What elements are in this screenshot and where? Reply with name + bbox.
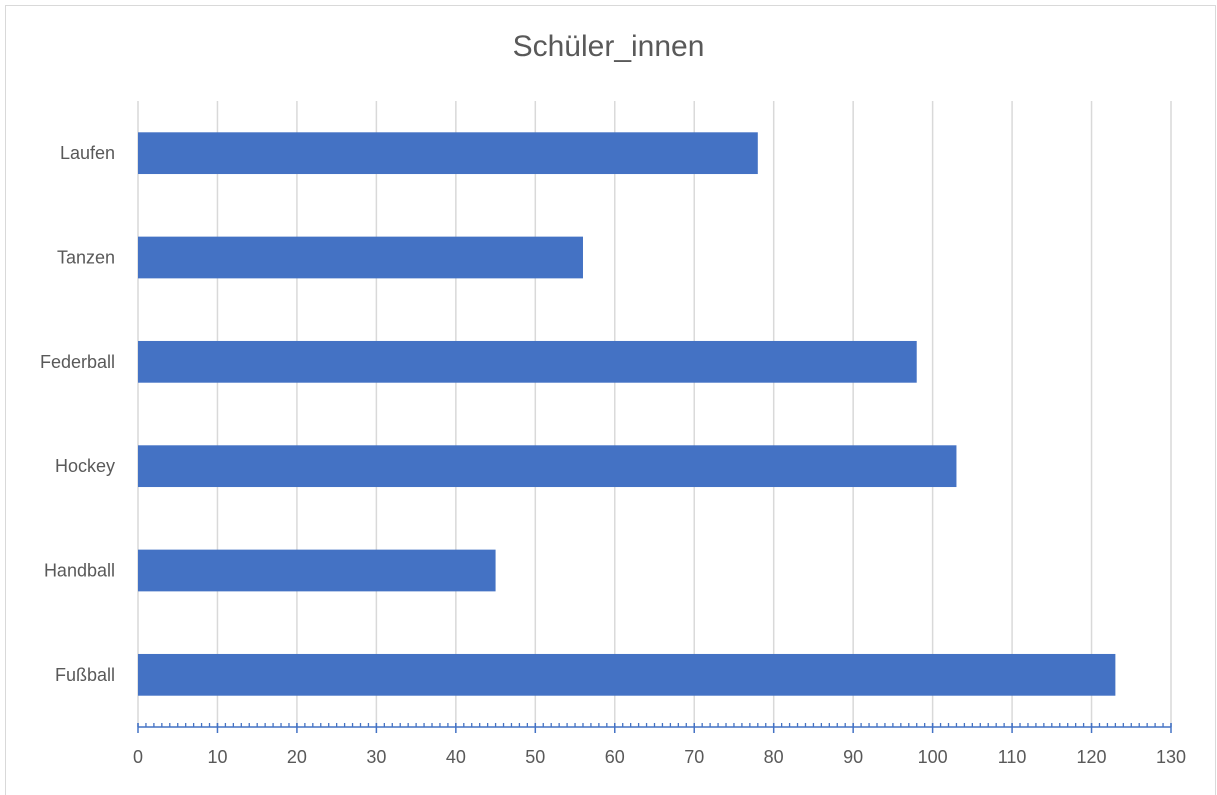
category-label: Tanzen <box>57 248 115 268</box>
x-tick-label: 90 <box>843 747 863 767</box>
x-tick-label: 40 <box>446 747 466 767</box>
bar-hockey <box>138 445 957 488</box>
gridlines <box>137 101 1172 727</box>
x-tick-label: 120 <box>1077 747 1107 767</box>
category-label: Federball <box>40 352 115 372</box>
x-tick-label: 60 <box>605 747 625 767</box>
x-tick-label: 0 <box>133 747 143 767</box>
category-label: Hockey <box>55 456 115 476</box>
x-tick-label: 130 <box>1156 747 1186 767</box>
bars <box>138 132 1116 696</box>
x-tick-label: 110 <box>998 747 1027 767</box>
chart-title: Schüler_innen <box>512 30 705 63</box>
bar-handball <box>138 549 496 592</box>
bar-federball <box>138 340 917 383</box>
x-tick-label: 20 <box>287 747 307 767</box>
x-axis: 0 10 20 30 40 50 60 70 80 90 100 110 120 130 <box>133 723 1186 767</box>
x-tick-label: 50 <box>525 747 545 767</box>
category-labels: Laufen Tanzen Federball Hockey Handball Fußba… <box>40 143 115 685</box>
x-tick-label: 10 <box>207 747 227 767</box>
bar-laufen <box>138 132 758 175</box>
x-tick-label: 80 <box>764 747 784 767</box>
category-label: Laufen <box>60 143 115 163</box>
category-label: Fußball <box>55 665 115 685</box>
bar-tanzen <box>138 236 583 279</box>
x-tick-label: 70 <box>684 747 704 767</box>
x-tick-label: 30 <box>366 747 386 767</box>
bar-fußball <box>138 653 1116 696</box>
x-tick-label: 100 <box>918 747 948 767</box>
category-label: Handball <box>44 561 115 581</box>
